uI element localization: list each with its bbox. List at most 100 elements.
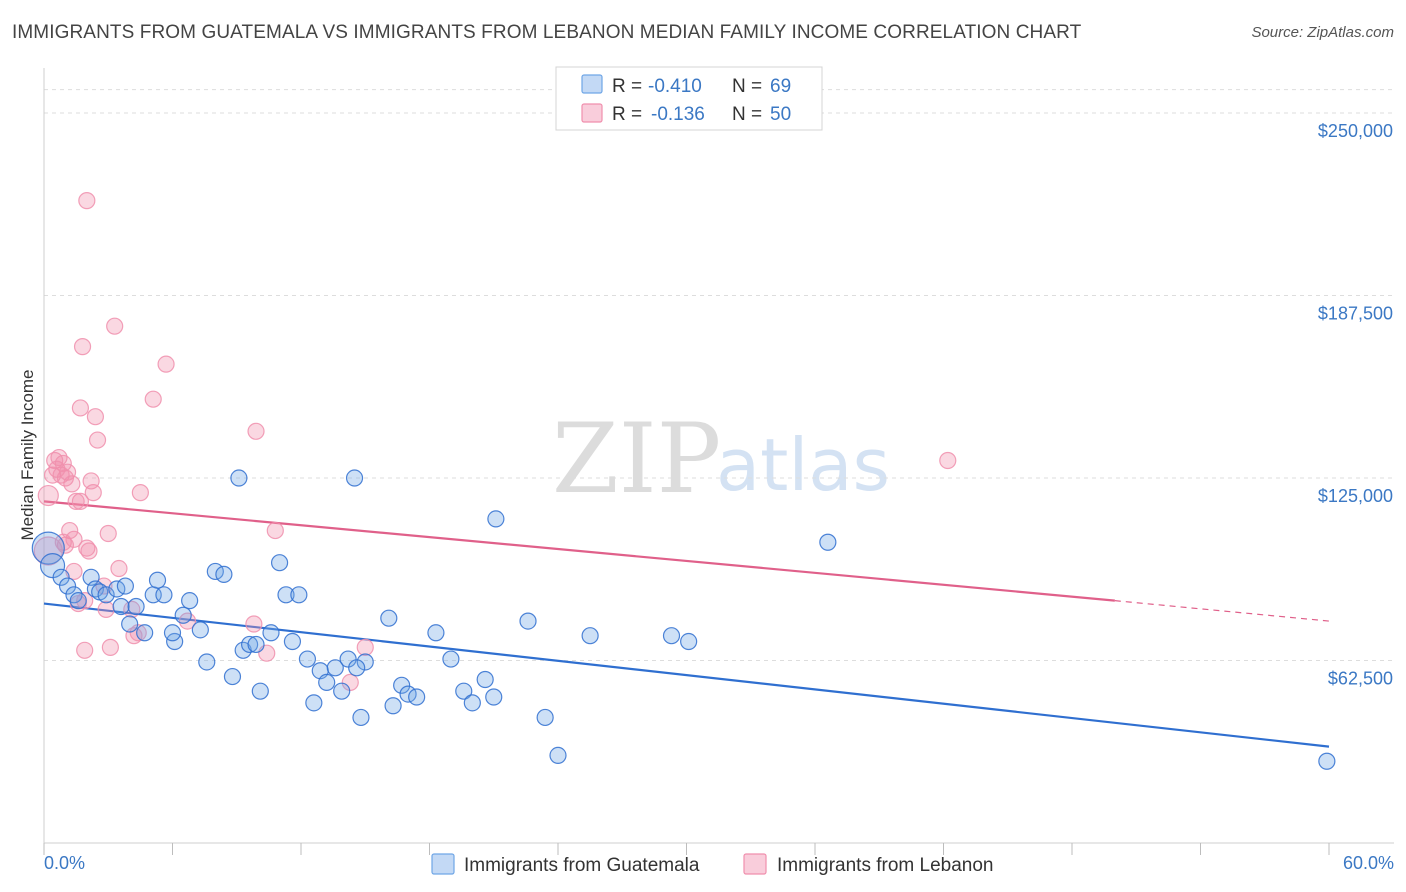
data-point-guatemala [463,694,481,712]
data-point-guatemala [384,697,402,715]
data-point-lebanon [106,317,124,335]
data-point-guatemala [393,676,411,694]
watermark: ZIP atlas [552,403,890,515]
series-guatemala-points [31,469,1336,770]
data-point-guatemala [31,531,65,565]
data-point-lebanon [247,422,265,440]
trend-line-lebanon-extension [1114,600,1330,622]
axes [43,68,1394,855]
y-tick-label: $187,500 [1318,304,1393,324]
data-point-lebanon [78,539,96,557]
data-point-lebanon [65,530,83,548]
y-tick-label: $125,000 [1318,486,1393,506]
data-point-guatemala [442,650,460,668]
bottom-legend-swatch-lebanon [743,853,767,875]
data-point-lebanon [67,492,85,510]
data-point-lebanon [88,431,107,449]
chart-title: IMMIGRANTS FROM GUATEMALA VS IMMIGRANTS … [12,22,1082,43]
data-point-guatemala [277,586,295,604]
data-point-lebanon [73,338,92,356]
watermark-atlas: atlas [716,423,890,507]
data-point-guatemala [58,577,77,595]
data-point-lebanon [101,638,119,656]
data-point-guatemala [52,568,70,586]
data-point-lebanon [78,192,96,210]
legend-swatch-guatemala [581,74,603,94]
legend-n-value-guatemala: 69 [770,76,791,97]
legend-r-label-guatemala: R = [612,76,642,97]
data-point-guatemala [247,635,265,654]
data-point-lebanon [37,484,59,507]
data-point-lebanon [54,454,72,473]
data-point-lebanon [939,451,957,470]
correlation-legend: R = -0.410 N = 69 R = -0.136 N = 50 [555,66,823,131]
data-point-guatemala [298,650,317,668]
data-point-guatemala [581,627,599,645]
data-point-guatemala [408,688,426,706]
data-point-guatemala [290,586,308,604]
data-point-guatemala [181,592,199,610]
data-point-guatemala [487,510,505,528]
data-point-lebanon [48,460,66,478]
data-point-guatemala [121,615,139,633]
data-point-lebanon [76,641,94,659]
data-point-guatemala [69,592,87,610]
data-point-guatemala [230,469,248,487]
data-point-guatemala [680,632,698,651]
data-point-guatemala [345,469,364,487]
data-point-guatemala [485,688,503,706]
data-point-guatemala [455,682,473,700]
data-point-lebanon [356,638,374,656]
data-point-guatemala [1318,752,1336,770]
legend-r-value-lebanon: -0.136 [651,104,705,125]
x-tick-label-min: 0.0% [44,853,85,873]
data-point-guatemala [241,635,259,654]
y-tick-labels: $62,500 $125,000 $187,500 $250,000 [1318,121,1393,688]
data-point-guatemala [549,746,567,765]
data-point-guatemala [348,659,366,677]
data-point-guatemala [127,597,145,616]
data-point-guatemala [148,571,167,589]
data-point-guatemala [251,682,269,700]
data-point-lebanon [80,542,98,560]
data-point-guatemala [262,624,280,642]
data-point-guatemala [112,597,130,616]
data-point-guatemala [352,708,370,727]
legend-n-label-lebanon: N = [732,104,762,125]
data-point-guatemala [476,670,494,689]
data-point-lebanon [157,355,175,373]
legend-n-label-guatemala: N = [732,76,762,97]
data-point-guatemala [356,653,374,671]
data-point-guatemala [305,694,323,712]
data-point-lebanon [99,524,117,543]
data-point-guatemala [427,624,445,642]
legend-r-value-guatemala: -0.410 [648,76,702,97]
y-axis-title: Median Family Income [18,369,37,540]
x-tick-label-max: 60.0% [1343,853,1394,873]
data-point-guatemala [163,624,182,642]
series-lebanon-points [33,192,957,692]
series-legend: Immigrants from Guatemala Immigrants fro… [431,853,994,876]
data-point-guatemala [97,586,115,604]
data-point-guatemala [136,624,154,642]
data-point-guatemala [380,609,398,627]
y-tick-label: $62,500 [1328,669,1393,689]
data-point-lebanon [56,536,75,554]
legend-r-label-lebanon: R = [612,104,642,125]
data-point-guatemala [536,708,554,727]
gridlines [44,89,1394,662]
data-point-guatemala [318,673,336,692]
data-point-guatemala [174,606,192,624]
data-point-lebanon [84,484,102,502]
data-point-lebanon [76,592,94,610]
bottom-legend-label-guatemala: Immigrants from Guatemala [464,855,700,876]
bottom-legend-label-lebanon: Immigrants from Lebanon [777,855,994,876]
data-point-lebanon [97,600,115,619]
data-point-guatemala [191,621,209,639]
watermark-zip: ZIP [552,403,721,515]
data-point-guatemala [819,533,837,551]
chart-source: Source: ZipAtlas.com [1251,24,1394,41]
data-point-lebanon [266,521,284,540]
data-point-lebanon [110,559,128,578]
